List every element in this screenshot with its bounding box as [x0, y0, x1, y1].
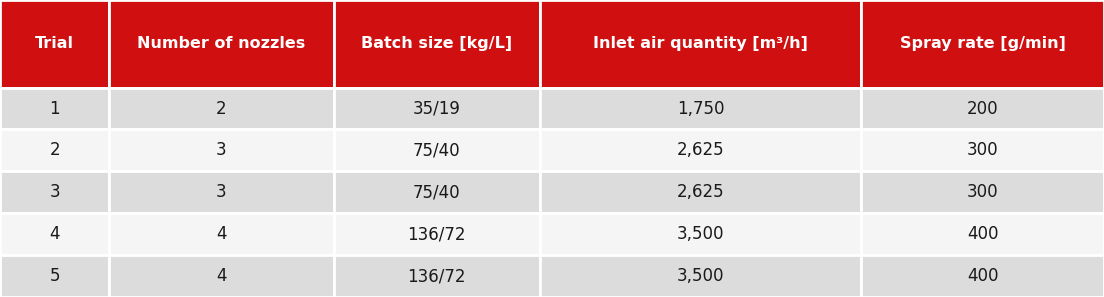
Text: 400: 400 — [967, 225, 998, 243]
Bar — [0, 88, 109, 129]
Text: 400: 400 — [967, 267, 998, 285]
Text: 4: 4 — [50, 225, 60, 243]
Text: 2,625: 2,625 — [677, 141, 724, 159]
Bar — [109, 171, 333, 213]
Text: 200: 200 — [967, 99, 998, 118]
Text: 3: 3 — [50, 183, 60, 201]
Bar — [861, 88, 1104, 129]
Bar — [861, 0, 1104, 88]
Bar — [861, 171, 1104, 213]
Bar — [109, 213, 333, 255]
Bar — [540, 255, 861, 297]
Bar — [540, 171, 861, 213]
Bar — [333, 213, 540, 255]
Text: 1,750: 1,750 — [677, 99, 724, 118]
Bar — [109, 255, 333, 297]
Bar — [333, 0, 540, 88]
Text: 3: 3 — [216, 141, 226, 159]
Text: 75/40: 75/40 — [413, 141, 460, 159]
Text: 5: 5 — [50, 267, 60, 285]
Bar — [109, 129, 333, 171]
Text: Batch size [kg/L]: Batch size [kg/L] — [361, 36, 512, 51]
Text: Trial: Trial — [35, 36, 74, 51]
Bar — [0, 171, 109, 213]
Bar — [0, 255, 109, 297]
Bar — [109, 88, 333, 129]
Bar — [0, 0, 109, 88]
Bar — [540, 88, 861, 129]
Bar — [861, 129, 1104, 171]
Bar — [109, 0, 333, 88]
Text: 300: 300 — [967, 141, 998, 159]
Bar — [0, 213, 109, 255]
Text: 2,625: 2,625 — [677, 183, 724, 201]
Text: 3,500: 3,500 — [677, 225, 724, 243]
Text: Number of nozzles: Number of nozzles — [137, 36, 306, 51]
Bar — [540, 213, 861, 255]
Bar — [861, 213, 1104, 255]
Bar — [861, 255, 1104, 297]
Text: 1: 1 — [50, 99, 60, 118]
Bar — [333, 88, 540, 129]
Text: 4: 4 — [216, 267, 226, 285]
Text: Inlet air quantity [m³/h]: Inlet air quantity [m³/h] — [593, 36, 808, 51]
Bar — [333, 255, 540, 297]
Text: 2: 2 — [216, 99, 226, 118]
Bar — [540, 0, 861, 88]
Text: 3: 3 — [216, 183, 226, 201]
Text: 3,500: 3,500 — [677, 267, 724, 285]
Text: 2: 2 — [50, 141, 60, 159]
Bar — [540, 129, 861, 171]
Bar — [0, 129, 109, 171]
Text: Spray rate [g/min]: Spray rate [g/min] — [900, 36, 1065, 51]
Text: 300: 300 — [967, 183, 998, 201]
Text: 35/19: 35/19 — [413, 99, 460, 118]
Text: 136/72: 136/72 — [407, 267, 466, 285]
Text: 75/40: 75/40 — [413, 183, 460, 201]
Bar — [333, 129, 540, 171]
Bar — [333, 171, 540, 213]
Text: 136/72: 136/72 — [407, 225, 466, 243]
Text: 4: 4 — [216, 225, 226, 243]
